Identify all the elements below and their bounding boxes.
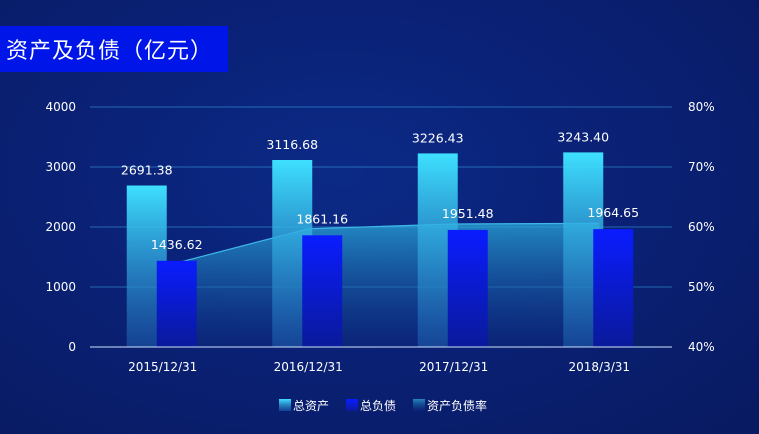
legend-label[interactable]: 总负债 — [360, 399, 396, 413]
y-left-tick-label: 3000 — [45, 160, 76, 174]
x-tick-label: 2015/12/31 — [128, 360, 197, 374]
data-label-liabilities: 1861.16 — [296, 211, 348, 226]
x-tick-label: 2016/12/31 — [274, 360, 343, 374]
legend-label[interactable]: 资产负债率 — [427, 398, 487, 413]
data-label-assets: 3116.68 — [266, 137, 318, 152]
y-left-tick-label: 0 — [68, 340, 76, 354]
y-left-tick-label: 4000 — [45, 100, 76, 114]
legend-swatch[interactable] — [413, 399, 425, 411]
data-label-assets: 3226.43 — [412, 130, 464, 145]
ratio-area-fill — [162, 223, 600, 347]
bars — [126, 152, 634, 347]
legend-swatch[interactable] — [346, 399, 358, 411]
data-label-liabilities: 1951.48 — [442, 206, 494, 221]
legend-swatch[interactable] — [279, 399, 291, 411]
x-tick-label: 2018/3/31 — [568, 360, 630, 374]
data-label-assets: 3243.40 — [557, 129, 609, 144]
y-left-tick-label: 2000 — [45, 220, 76, 234]
bar-total-liabilities — [447, 229, 488, 347]
y-left-tick-label: 1000 — [45, 280, 76, 294]
ratio-area — [162, 222, 600, 347]
legend: 总资产 总负债 资产负债率 — [279, 398, 487, 413]
y-right-tick-label: 40% — [688, 340, 715, 354]
y-right-tick-label: 80% — [688, 100, 715, 114]
data-label-liabilities: 1964.65 — [587, 205, 639, 220]
data-labels: 2691.38 1436.62 3116.68 1861.16 3226.43 1951.… — [121, 129, 639, 251]
bar-total-liabilities — [593, 229, 634, 347]
y-right-tick-label: 70% — [688, 160, 715, 174]
chart-title-box: 资产及负债（亿元） — [0, 26, 228, 72]
x-tick-label: 2017/12/31 — [419, 360, 488, 374]
data-label-liabilities: 1436.62 — [151, 237, 203, 252]
legend-label[interactable]: 总资产 — [293, 399, 329, 413]
y-right-tick-label: 50% — [688, 280, 715, 294]
axes: 0 1000 2000 3000 4000 40% 50% 60% 70% 80% 2015/12/… — [45, 100, 714, 374]
data-label-assets: 2691.38 — [121, 163, 173, 178]
bar-total-liabilities — [302, 235, 343, 347]
bar-total-liabilities — [156, 260, 197, 347]
chart-title: 资产及负债（亿元） — [6, 39, 214, 64]
y-right-tick-label: 60% — [688, 220, 715, 234]
ratio-line — [162, 222, 600, 268]
